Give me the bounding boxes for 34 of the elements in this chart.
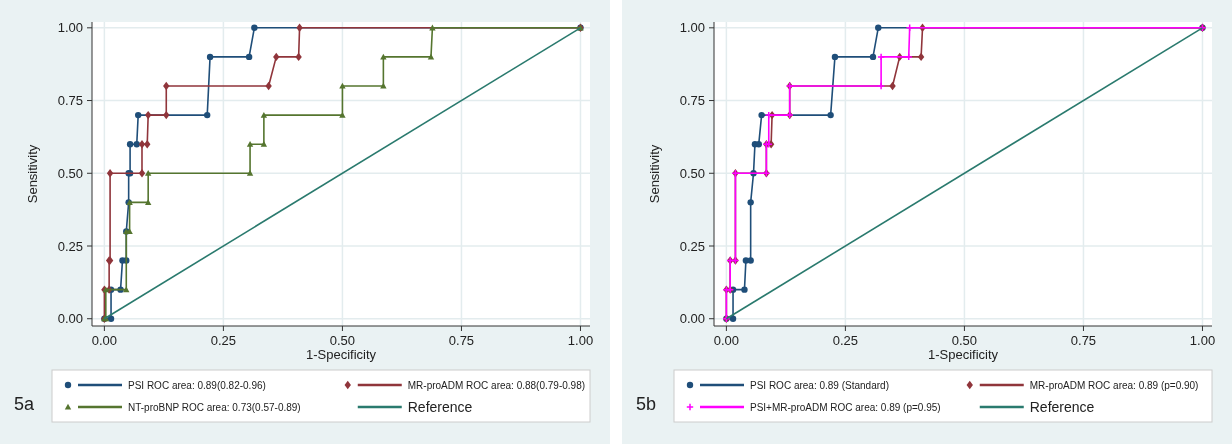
- x-tick-label: 0.50: [329, 333, 356, 348]
- x-tick-label: 1.00: [567, 333, 594, 348]
- x-tick-label: 0.00: [91, 333, 118, 348]
- x-axis-title: 1-Specificity: [305, 347, 377, 362]
- x-tick-label: 0.25: [210, 333, 237, 348]
- y-tick-label: 0.00: [679, 311, 705, 327]
- legend-label: Reference: [1029, 398, 1095, 415]
- legend-label: PSI ROC area: 0.89(0.82-0.96): [128, 379, 266, 391]
- y-tick-label: 0.50: [679, 165, 705, 181]
- legend-label: NT-proBNP ROC area: 0.73(0.57-0.89): [128, 401, 301, 413]
- x-tick-label: 0.00: [713, 333, 740, 348]
- legend-label: Reference: [407, 398, 473, 415]
- y-axis-title: Sensitivity: [647, 144, 662, 204]
- x-tick-label: 0.75: [448, 333, 475, 348]
- legend-label: MR-proADM ROC area: 0.89 (p=0.90): [1029, 379, 1199, 391]
- x-axis-title: 1-Specificity: [927, 347, 999, 362]
- y-tick-label: 0.50: [57, 165, 83, 181]
- x-tick-label: 0.25: [832, 333, 859, 348]
- x-tick-label: 1.00: [1189, 333, 1216, 348]
- y-tick-label: 1.00: [57, 20, 83, 36]
- text: 5a: [14, 394, 36, 414]
- x-tick-label: 0.75: [1070, 333, 1097, 348]
- y-tick-label: 0.25: [57, 238, 83, 254]
- y-tick-label: 0.25: [679, 238, 705, 254]
- y-axis-title: Sensitivity: [25, 144, 40, 204]
- legend-label: PSI+MR-proADM ROC area: 0.89 (p=0.95): [750, 401, 941, 413]
- y-tick-label: 0.75: [679, 93, 705, 109]
- y-tick-label: 0.75: [57, 93, 83, 109]
- y-tick-label: 0.00: [57, 311, 83, 327]
- legend-label: PSI ROC area: 0.89 (Standard): [750, 379, 889, 391]
- x-tick-label: 0.50: [951, 333, 978, 348]
- y-tick-label: 1.00: [679, 20, 705, 36]
- text: 5b: [636, 394, 657, 414]
- legend-label: MR-proADM ROC area: 0.88(0.79-0.98): [407, 379, 586, 391]
